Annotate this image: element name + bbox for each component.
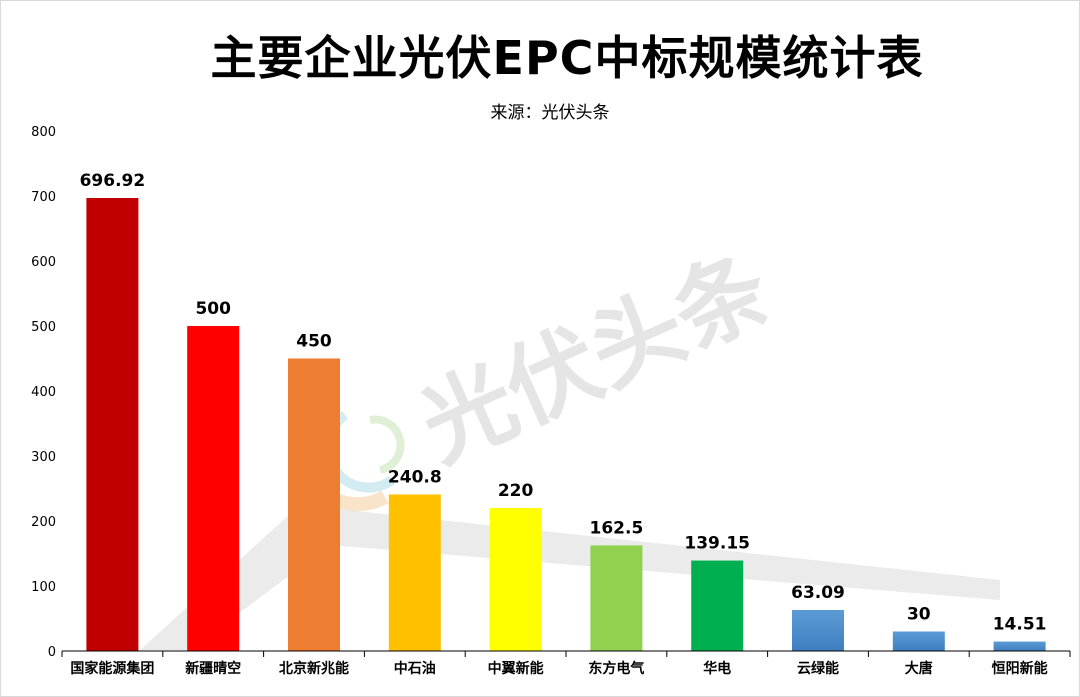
data-labels: 696.92 500 450 240.8 220 162.5 139.15 63.09 30 14… xyxy=(80,171,1047,635)
chart-title: 主要企业光伏EPC中标规模统计表 xyxy=(210,31,924,85)
x-tick-label: 新疆晴空 xyxy=(185,660,241,677)
y-tick-label: 0 xyxy=(48,645,56,660)
bar xyxy=(187,326,240,651)
bar xyxy=(691,560,744,651)
y-tick-label: 300 xyxy=(31,450,56,465)
y-tick-label: 200 xyxy=(31,515,56,530)
bars xyxy=(86,198,1046,651)
y-tick-label: 100 xyxy=(31,580,56,595)
y-tick-label: 800 xyxy=(31,125,56,140)
data-label: 696.92 xyxy=(80,171,146,191)
data-label: 14.51 xyxy=(993,615,1047,635)
bar xyxy=(489,508,542,651)
x-tick-label: 北京新兆能 xyxy=(279,660,349,677)
x-axis: 国家能源集团 新疆晴空 北京新兆能 中石油 中翼新能 东方电气 华电 云绿能 大唐 恒阳新能 xyxy=(61,650,1071,677)
x-tick-label: 大唐 xyxy=(905,660,933,677)
x-tick-label: 华电 xyxy=(703,660,731,677)
data-label: 30 xyxy=(907,605,931,625)
x-tick-label: 中石油 xyxy=(394,660,436,677)
bar xyxy=(792,609,844,651)
y-tick-label: 400 xyxy=(31,385,56,400)
data-label: 500 xyxy=(195,299,231,319)
x-tick-label: 国家能源集团 xyxy=(70,660,154,677)
bar xyxy=(590,545,643,651)
x-tick-label: 云绿能 xyxy=(797,660,839,677)
bar xyxy=(86,198,139,651)
data-label: 63.09 xyxy=(791,583,845,603)
data-label: 450 xyxy=(296,332,332,352)
bar xyxy=(993,641,1046,651)
data-label: 240.8 xyxy=(388,467,442,487)
data-label: 162.5 xyxy=(590,518,644,538)
watermark-text: 光伏头条 xyxy=(405,235,785,482)
y-tick-label: 600 xyxy=(31,255,56,270)
chart-subtitle: 来源：光伏头条 xyxy=(490,103,610,123)
y-tick-label: 500 xyxy=(31,320,56,335)
bar xyxy=(892,631,945,651)
data-label: 220 xyxy=(498,481,534,501)
bar xyxy=(388,494,441,651)
x-tick-label: 东方电气 xyxy=(588,660,644,677)
y-axis: 0 100 200 300 400 500 600 700 800 xyxy=(31,125,56,660)
bar xyxy=(288,358,340,651)
y-tick-label: 700 xyxy=(31,190,56,205)
x-tick-label: 中翼新能 xyxy=(488,660,544,677)
x-tick-label: 恒阳新能 xyxy=(992,660,1048,677)
watermark-shadow xyxy=(140,505,1000,650)
watermark: 光伏头条 xyxy=(140,235,1000,650)
data-label: 139.15 xyxy=(684,534,750,554)
